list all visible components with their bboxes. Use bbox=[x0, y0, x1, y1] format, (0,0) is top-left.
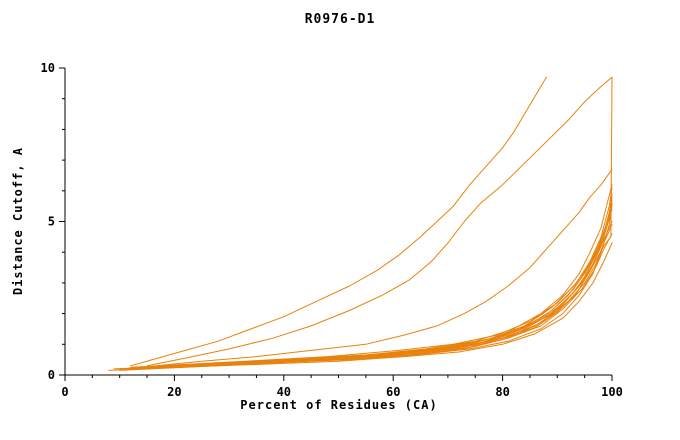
series-line bbox=[119, 202, 613, 371]
series-line bbox=[130, 76, 547, 367]
series-line bbox=[146, 221, 613, 370]
series-line bbox=[124, 208, 613, 370]
series-line bbox=[173, 242, 613, 368]
series-line bbox=[119, 233, 613, 370]
series-line bbox=[113, 193, 613, 370]
x-tick-label: 60 bbox=[386, 385, 400, 399]
x-tick-label: 80 bbox=[495, 385, 509, 399]
series-line bbox=[152, 199, 613, 368]
y-tick-label: 5 bbox=[48, 215, 55, 229]
y-tick-label: 10 bbox=[41, 61, 55, 75]
x-tick-label: 40 bbox=[277, 385, 291, 399]
series-line bbox=[146, 76, 613, 367]
series-line bbox=[108, 196, 613, 371]
x-tick-label: 100 bbox=[601, 385, 623, 399]
series-line bbox=[163, 202, 613, 368]
series-line bbox=[130, 184, 613, 368]
x-tick-label: 20 bbox=[167, 385, 181, 399]
y-tick-label: 0 bbox=[48, 368, 55, 382]
x-axis-label: Percent of Residues (CA) bbox=[240, 398, 438, 412]
series-line bbox=[130, 76, 613, 370]
series-line bbox=[141, 224, 613, 370]
chart-title: R0976-D1 bbox=[304, 12, 376, 27]
series-line bbox=[157, 187, 613, 367]
series-line bbox=[141, 168, 613, 368]
x-tick-label: 0 bbox=[61, 385, 68, 399]
y-axis-label: Distance Cutoff, A bbox=[11, 146, 25, 296]
